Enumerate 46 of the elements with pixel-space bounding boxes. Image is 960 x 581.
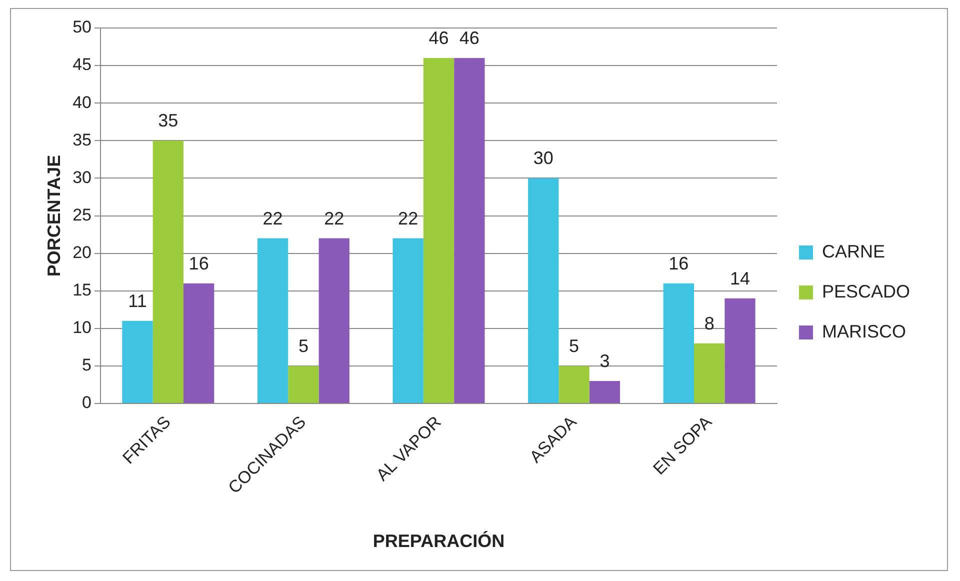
bar	[558, 366, 590, 404]
bar	[152, 140, 184, 404]
y-tick-label: 5	[82, 356, 92, 375]
legend-label: PESCADO	[822, 281, 910, 302]
bar	[183, 283, 214, 404]
bar	[694, 343, 725, 404]
bar	[528, 178, 559, 404]
data-label: 8	[704, 313, 714, 334]
y-tick-label: 35	[72, 130, 92, 150]
y-tick-label: 30	[72, 168, 92, 187]
data-label: 46	[459, 28, 480, 48]
bar	[318, 238, 350, 404]
legend-label: MARISCO	[822, 321, 906, 342]
y-tick-label: 45	[72, 55, 92, 74]
bar	[454, 58, 485, 404]
data-label: 22	[398, 208, 418, 228]
bar	[663, 283, 694, 404]
y-tick-label: 0	[82, 393, 92, 412]
y-tick-label: 15	[72, 280, 92, 300]
bar	[724, 298, 756, 404]
x-axis-title: PREPARACIÓN	[372, 531, 505, 552]
data-label: 5	[298, 336, 308, 356]
bar	[122, 320, 153, 404]
bar	[423, 58, 454, 404]
bar	[257, 238, 288, 404]
data-label: 22	[262, 208, 283, 228]
data-label: 16	[668, 253, 689, 274]
bar	[392, 238, 424, 404]
legend-label: CARNE	[822, 241, 885, 262]
data-label: 30	[533, 148, 554, 168]
data-label: 22	[324, 208, 344, 228]
data-label: 3	[600, 350, 610, 371]
y-tick-label: 25	[72, 205, 92, 224]
data-label: 11	[128, 290, 147, 311]
data-label: 14	[730, 268, 750, 288]
data-label: 5	[569, 336, 580, 356]
y-axis-title: PORCENTAJE	[44, 154, 64, 277]
data-label: 46	[428, 28, 449, 48]
y-tick-label: 10	[72, 318, 92, 338]
bar	[288, 366, 319, 404]
bar	[589, 380, 620, 404]
y-tick-label: 50	[72, 18, 92, 37]
data-label: 16	[188, 253, 209, 274]
y-tick-label: 20	[72, 242, 92, 262]
y-tick-label: 40	[72, 92, 92, 112]
data-label: 35	[158, 110, 178, 131]
